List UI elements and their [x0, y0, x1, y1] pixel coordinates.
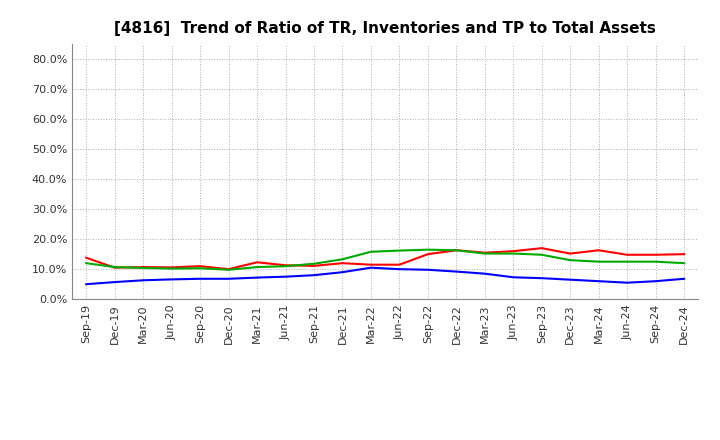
Trade Payables [680, 260, 688, 266]
Trade Receivables [566, 251, 575, 256]
Inventories [225, 276, 233, 282]
Trade Payables [338, 257, 347, 262]
Line: Trade Payables: Trade Payables [86, 249, 684, 270]
Trade Receivables [310, 263, 318, 268]
Trade Payables [253, 264, 261, 270]
Inventories [167, 277, 176, 282]
Title: [4816]  Trend of Ratio of TR, Inventories and TP to Total Assets: [4816] Trend of Ratio of TR, Inventories… [114, 21, 656, 36]
Inventories [282, 274, 290, 279]
Trade Receivables [509, 249, 518, 254]
Trade Receivables [480, 250, 489, 255]
Trade Receivables [423, 252, 432, 257]
Inventories [338, 270, 347, 275]
Inventories [452, 269, 461, 274]
Trade Payables [310, 261, 318, 266]
Trade Receivables [652, 252, 660, 257]
Trade Receivables [452, 248, 461, 253]
Trade Payables [623, 259, 631, 264]
Inventories [537, 275, 546, 281]
Trade Receivables [282, 263, 290, 268]
Trade Payables [366, 249, 375, 254]
Inventories [110, 279, 119, 285]
Trade Payables [595, 259, 603, 264]
Trade Receivables [82, 255, 91, 260]
Trade Receivables [680, 252, 688, 257]
Inventories [680, 276, 688, 282]
Trade Payables [196, 266, 204, 271]
Trade Receivables [537, 246, 546, 251]
Trade Payables [139, 265, 148, 271]
Inventories [595, 279, 603, 284]
Trade Payables [167, 266, 176, 271]
Inventories [623, 280, 631, 285]
Trade Receivables [595, 248, 603, 253]
Inventories [310, 272, 318, 278]
Trade Receivables [139, 264, 148, 270]
Trade Payables [452, 248, 461, 253]
Inventories [509, 275, 518, 280]
Trade Payables [82, 260, 91, 266]
Trade Payables [423, 247, 432, 252]
Trade Receivables [196, 264, 204, 269]
Inventories [82, 282, 91, 287]
Trade Payables [537, 252, 546, 257]
Inventories [366, 265, 375, 270]
Inventories [652, 279, 660, 284]
Trade Receivables [110, 265, 119, 270]
Trade Payables [110, 264, 119, 270]
Trade Payables [566, 257, 575, 263]
Inventories [423, 267, 432, 272]
Trade Payables [395, 248, 404, 253]
Trade Receivables [225, 267, 233, 272]
Inventories [480, 271, 489, 276]
Trade Payables [282, 264, 290, 269]
Trade Receivables [395, 262, 404, 268]
Trade Receivables [338, 260, 347, 266]
Trade Receivables [167, 265, 176, 270]
Inventories [196, 276, 204, 282]
Trade Payables [225, 267, 233, 272]
Trade Payables [480, 251, 489, 256]
Trade Receivables [253, 260, 261, 265]
Line: Inventories: Inventories [86, 268, 684, 284]
Inventories [566, 277, 575, 282]
Trade Receivables [623, 252, 631, 257]
Trade Receivables [366, 262, 375, 268]
Inventories [139, 278, 148, 283]
Trade Payables [652, 259, 660, 264]
Trade Payables [509, 251, 518, 256]
Inventories [395, 267, 404, 272]
Inventories [253, 275, 261, 280]
Line: Trade Receivables: Trade Receivables [86, 248, 684, 269]
